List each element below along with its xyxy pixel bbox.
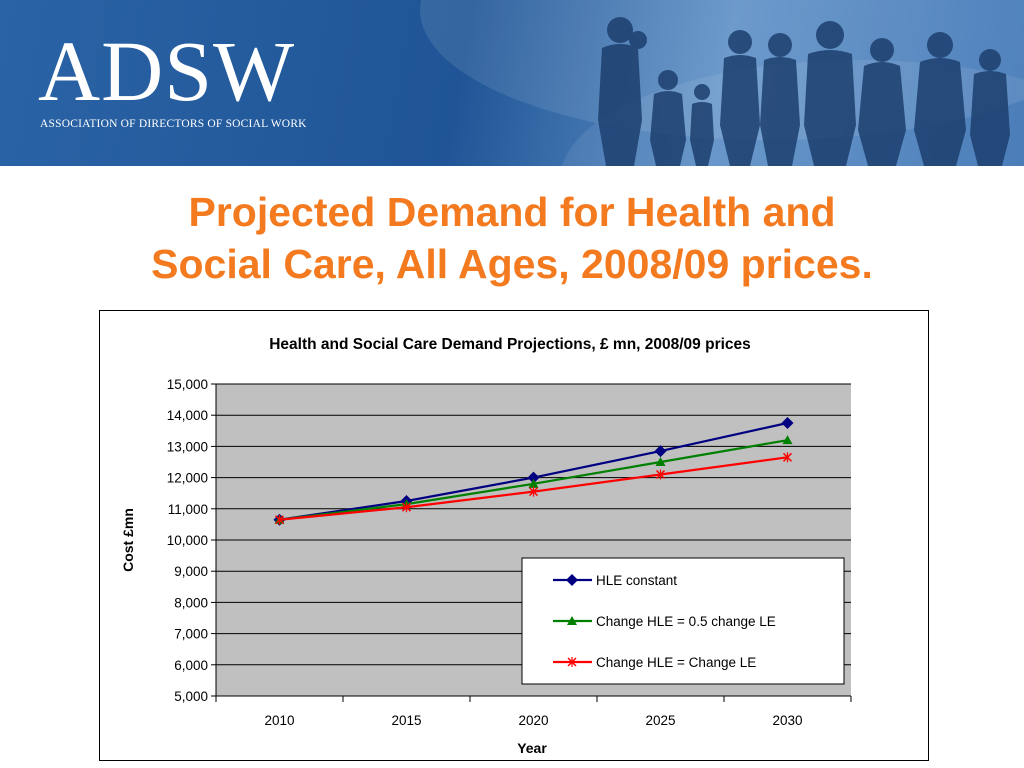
slide-title: Projected Demand for Health and Social C… bbox=[40, 186, 984, 290]
line-chart: Health and Social Care Demand Projection… bbox=[120, 336, 852, 756]
chart-title: Health and Social Care Demand Projection… bbox=[269, 336, 751, 353]
slide-title-line2: Social Care, All Ages, 2008/09 prices. bbox=[151, 241, 873, 287]
legend-marker bbox=[566, 574, 578, 586]
y-tick-label: 14,000 bbox=[167, 408, 208, 423]
legend-item: Change HLE = Change LE bbox=[553, 655, 756, 670]
y-tick-label: 8,000 bbox=[174, 595, 208, 610]
data-point bbox=[527, 471, 540, 484]
y-tick-label: 9,000 bbox=[174, 564, 208, 579]
y-tick-label: 11,000 bbox=[168, 502, 208, 517]
y-tick-label: 15,000 bbox=[167, 377, 208, 392]
data-point bbox=[782, 435, 793, 445]
series-1 bbox=[273, 417, 794, 526]
chart-legend: HLE constant Change HLE = 0.5 change LE Ch… bbox=[521, 557, 845, 685]
y-tick-label: 6,000 bbox=[174, 658, 208, 673]
data-point bbox=[655, 469, 666, 480]
y-tick-label: 12,000 bbox=[167, 471, 208, 486]
legend-label: Change HLE = 0.5 change LE bbox=[596, 614, 776, 629]
data-point bbox=[655, 457, 666, 466]
y-tick-label: 13,000 bbox=[167, 439, 208, 454]
x-tick-label: 2020 bbox=[518, 713, 548, 728]
x-tick-label: 2015 bbox=[391, 713, 421, 728]
data-point bbox=[654, 445, 667, 458]
data-point bbox=[782, 452, 793, 463]
legend-marker bbox=[567, 657, 577, 667]
legend-marker bbox=[567, 616, 577, 625]
x-tick-label: 2025 bbox=[645, 713, 675, 728]
y-tick-label: 5,000 bbox=[174, 689, 208, 704]
family-silhouette-image bbox=[598, 17, 1010, 166]
x-tick-label: 2010 bbox=[264, 713, 294, 728]
logo-subtitle: ASSOCIATION OF DIRECTORS OF SOCIAL WORK bbox=[40, 118, 307, 130]
y-axis-label: Cost £mn bbox=[120, 508, 136, 572]
data-point bbox=[528, 478, 539, 488]
data-point bbox=[274, 514, 285, 525]
legend-label: Change HLE = Change LE bbox=[596, 655, 756, 670]
legend-label: HLE constant bbox=[596, 573, 677, 588]
x-axis-label: Year bbox=[517, 740, 547, 756]
y-tick-label: 10,000 bbox=[167, 533, 208, 548]
x-tick-label: 2030 bbox=[772, 713, 802, 728]
data-point bbox=[401, 502, 412, 513]
logo-text: ADSW bbox=[38, 23, 296, 119]
slide-title-line1: Projected Demand for Health and bbox=[188, 189, 836, 235]
chart-frame: Health and Social Care Demand Projection… bbox=[99, 310, 929, 761]
legend-item: HLE constant bbox=[553, 573, 677, 588]
header-banner: ADSW ASSOCIATION OF DIRECTORS OF SOCIAL … bbox=[0, 0, 1024, 166]
data-point bbox=[528, 486, 539, 497]
series-3 bbox=[274, 452, 793, 525]
y-tick-label: 7,000 bbox=[174, 627, 208, 642]
legend-item: Change HLE = 0.5 change LE bbox=[553, 614, 776, 629]
data-point bbox=[781, 417, 794, 429]
